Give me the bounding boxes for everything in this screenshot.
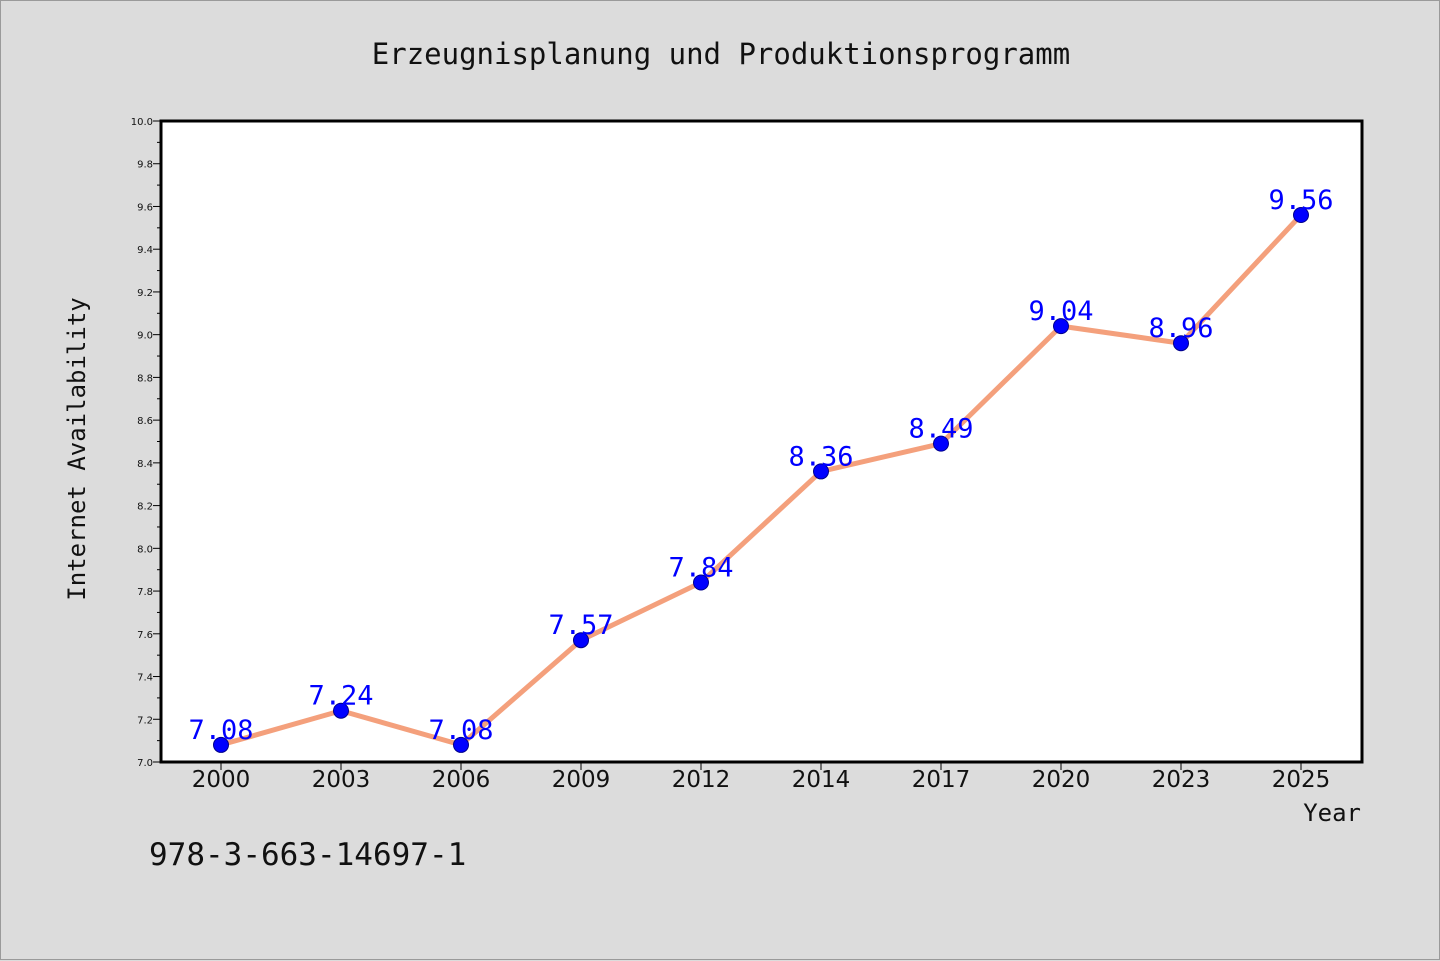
data-point-marker <box>813 463 829 480</box>
x-tick-label: 2012 <box>672 767 731 793</box>
data-label: 8.49 <box>908 414 973 445</box>
data-label: 8.36 <box>788 441 853 472</box>
data-label: 7.84 <box>668 553 733 584</box>
y-tick-label: 7.2 <box>137 715 153 726</box>
y-tick-label: 7.8 <box>137 587 153 598</box>
x-tick-label: 2000 <box>192 767 251 793</box>
data-point-marker <box>1173 335 1189 352</box>
plot-area <box>159 119 1364 764</box>
data-label: 7.08 <box>188 715 253 746</box>
y-tick-label: 9.2 <box>137 288 153 299</box>
data-label: 7.57 <box>548 610 613 641</box>
y-tick-label: 7.4 <box>137 673 153 684</box>
isbn-text: 978-3-663-14697-1 <box>149 837 466 873</box>
y-axis-label: Internet Availability <box>63 297 91 600</box>
data-labels-group: 7.08 7.24 7.08 7.57 7.84 8.36 8.49 9.04 8.96 9.56 <box>188 185 1333 746</box>
y-tick-label: 9.6 <box>137 202 153 213</box>
y-tick-label: 8.6 <box>137 416 153 427</box>
x-tick-label: 2009 <box>552 767 611 793</box>
y-tick-label: 7.0 <box>137 758 153 769</box>
data-label: 9.56 <box>1268 185 1333 216</box>
x-axis-label: Year <box>1303 799 1361 827</box>
y-tick-label: 7.6 <box>137 630 153 641</box>
y-tick-label: 9.4 <box>137 245 153 256</box>
data-label: 7.24 <box>308 681 373 712</box>
data-point-marker <box>573 632 589 649</box>
data-point-marker <box>213 736 229 753</box>
series-line-group <box>213 207 1309 753</box>
y-tick-label: 8.0 <box>137 544 153 555</box>
data-point-marker <box>1053 318 1069 335</box>
y-tick-label: 8.2 <box>137 502 153 513</box>
data-label: 9.04 <box>1028 296 1093 327</box>
y-tick-label: 8.8 <box>137 373 153 384</box>
x-axis: 2000 2003 2006 2009 2012 2014 2017 2020 2023 2025 <box>192 762 1331 793</box>
data-point-marker <box>1293 207 1309 224</box>
y-tick-label: 9.0 <box>137 331 153 342</box>
y-tick-label: 8.4 <box>137 459 153 470</box>
y-axis: 7.0 7.2 7.4 7.6 7.8 8.0 8.2 8.4 8.6 8.8 9.0 9.2 9.4 9… <box>131 117 161 769</box>
chart-title: Erzeugnisplanung und Produktionsprogramm <box>372 37 1070 71</box>
x-tick-label: 2020 <box>1032 767 1091 793</box>
data-point-marker <box>933 435 949 452</box>
data-label: 8.96 <box>1148 313 1213 344</box>
y-tick-label: 10.0 <box>131 117 153 128</box>
x-tick-label: 2014 <box>792 767 851 793</box>
data-label: 7.08 <box>428 715 493 746</box>
data-point-marker <box>693 574 709 591</box>
x-tick-label: 2003 <box>312 767 371 793</box>
x-tick-label: 2017 <box>912 767 971 793</box>
data-point-marker <box>453 736 469 753</box>
series-line <box>218 212 1304 748</box>
data-point-marker <box>333 702 349 719</box>
x-tick-label: 2025 <box>1272 767 1331 793</box>
y-tick-label: 9.8 <box>137 160 153 171</box>
x-tick-label: 2006 <box>432 767 491 793</box>
x-tick-label: 2023 <box>1152 767 1211 793</box>
